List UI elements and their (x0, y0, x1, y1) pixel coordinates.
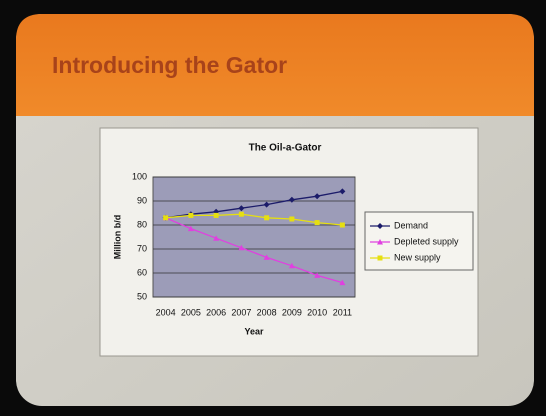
x-tick-label: 2005 (181, 307, 201, 317)
x-tick-label: 2004 (156, 307, 176, 317)
data-point (188, 213, 193, 218)
y-tick-label: 50 (137, 291, 147, 301)
y-axis-label: Million b/d (112, 215, 122, 260)
slide-photo: Introducing the Gator The Oil-a-Gator Mi… (0, 0, 546, 411)
x-tick-label: 2007 (231, 307, 251, 317)
legend-label: Depleted supply (394, 236, 459, 246)
data-point (289, 217, 294, 222)
legend-label: Demand (394, 220, 428, 230)
x-tick-label: 2011 (333, 307, 352, 317)
data-point (340, 223, 345, 228)
data-point (163, 215, 168, 220)
legend-marker (378, 256, 383, 261)
y-tick-label: 80 (137, 219, 147, 229)
y-tick-label: 60 (137, 267, 147, 277)
x-tick-label: 2008 (257, 307, 277, 317)
x-tick-label: 2010 (307, 307, 327, 317)
data-point (239, 212, 244, 217)
y-tick-label: 90 (137, 195, 147, 205)
y-tick-label: 100 (132, 171, 147, 181)
page: Introducing the Gator The Oil-a-Gator Mi… (0, 0, 546, 411)
chart-title: The Oil-a-Gator (249, 143, 322, 154)
slide-title: Introducing the Gator (52, 52, 287, 78)
data-point (214, 213, 219, 218)
x-tick-label: 2009 (282, 307, 302, 317)
y-tick-label: 70 (137, 243, 147, 253)
data-point (264, 215, 269, 220)
x-axis-label: Year (244, 326, 264, 336)
legend-label: New supply (394, 252, 441, 262)
data-point (315, 220, 320, 225)
x-tick-label: 2006 (206, 307, 226, 317)
